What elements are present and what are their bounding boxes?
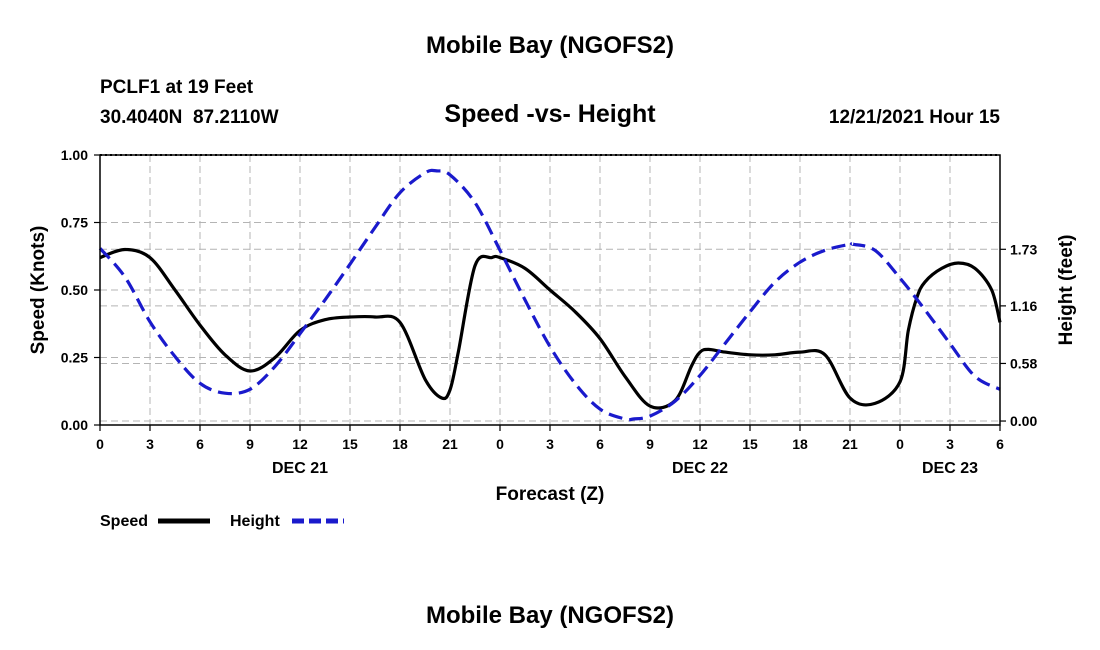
y2-tick-label: 0.00 xyxy=(1010,413,1037,429)
x-tick-label: 6 xyxy=(596,436,604,452)
y2-tick-label: 1.16 xyxy=(1010,298,1037,314)
legend-label-speed: Speed xyxy=(100,513,148,530)
station-name: PCLF1 at 19 Feet xyxy=(100,77,254,98)
x-tick-label: 0 xyxy=(496,436,504,452)
legend-label-height: Height xyxy=(230,513,280,530)
y-tick-label: 1.00 xyxy=(61,147,88,163)
x-axis-title: Forecast (Z) xyxy=(496,484,605,505)
y-tick-label: 0.25 xyxy=(61,350,88,366)
x-tick-label: 6 xyxy=(196,436,204,452)
x-tick-label: 9 xyxy=(246,436,254,452)
y2-tick-label: 0.58 xyxy=(1010,355,1037,371)
date-label: DEC 21 xyxy=(272,460,328,477)
speed-height-chart: 0 3 6 9 12 15 18 21 0 3 6 9 12 15 18 21 0 3 6 0.00 0.25 0.50 0… xyxy=(28,147,1077,530)
x-tick-label: 12 xyxy=(292,436,308,452)
x-tick-label: 3 xyxy=(946,436,954,452)
x-tick-label: 18 xyxy=(792,436,808,452)
y-tick-label: 0.75 xyxy=(61,215,88,231)
y-tick-label: 0.50 xyxy=(61,282,88,298)
height-series-line xyxy=(98,168,1001,422)
footer-title: Mobile Bay (NGOFS2) xyxy=(425,602,675,629)
x-tick-label: 3 xyxy=(546,436,554,452)
legend: Speed Height xyxy=(100,513,344,530)
x-tick-label: 0 xyxy=(896,436,904,452)
x-tick-label: 9 xyxy=(646,436,654,452)
x-tick-label: 3 xyxy=(146,436,154,452)
y2-tick-label: 1.73 xyxy=(1010,241,1037,257)
x-tick-label: 18 xyxy=(392,436,408,452)
chart-subtitle: Speed -vs- Height xyxy=(444,100,656,128)
y2-axis-title: Height (feet) xyxy=(1056,235,1077,346)
x-tick-label: 0 xyxy=(96,436,104,452)
x-tick-label: 21 xyxy=(442,436,458,452)
x-tick-label: 6 xyxy=(996,436,1004,452)
date-label: DEC 22 xyxy=(672,460,728,477)
series-layer xyxy=(98,168,1002,422)
date-label: DEC 23 xyxy=(922,460,978,477)
station-coords: 30.4040N 87.2110W xyxy=(100,107,279,128)
x-tick-label: 12 xyxy=(692,436,708,452)
page-title: Mobile Bay (NGOFS2) xyxy=(425,32,675,59)
x-tick-label: 15 xyxy=(342,436,358,452)
y-axis-title: Speed (Knots) xyxy=(28,226,49,355)
speed-series-line xyxy=(99,247,1002,410)
axes: 0 3 6 9 12 15 18 21 0 3 6 9 12 15 18 21 0 3 6 0.00 0.25 0.50 0… xyxy=(28,147,1077,505)
y-tick-label: 0.00 xyxy=(61,417,88,433)
forecast-datetime: 12/21/2021 Hour 15 xyxy=(828,107,1000,128)
x-tick-label: 15 xyxy=(742,436,758,452)
x-tick-label: 21 xyxy=(842,436,858,452)
